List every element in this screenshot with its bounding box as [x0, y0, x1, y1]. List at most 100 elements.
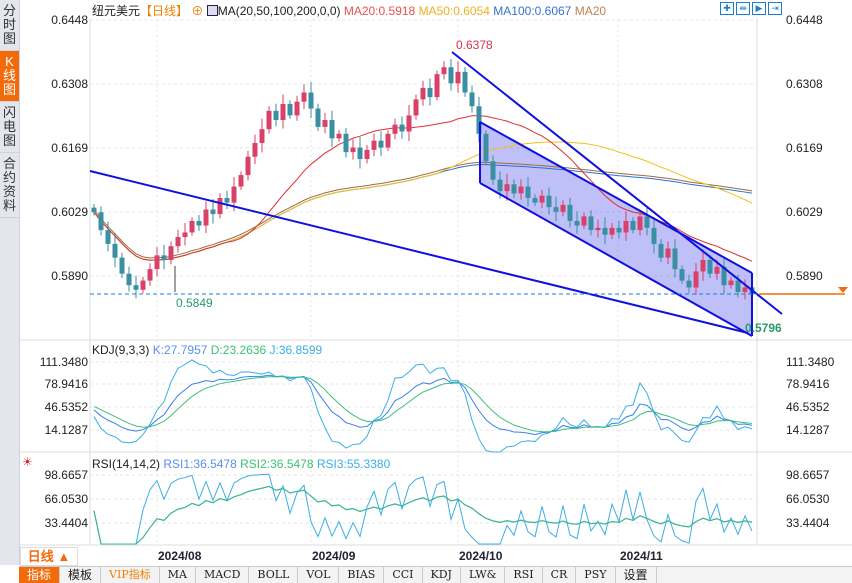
candle-body [385, 133, 391, 148]
tab-lwr[interactable]: LW& [461, 567, 506, 583]
ma-chart-icon[interactable] [206, 5, 218, 16]
crosshair-icon[interactable]: ✚ [720, 2, 734, 15]
candle-body [658, 243, 664, 258]
tab-cr[interactable]: CR [543, 567, 577, 583]
candle-body [679, 269, 685, 281]
tab-cci[interactable]: CCI [384, 567, 423, 583]
candle-body [651, 227, 657, 244]
candle-body [546, 195, 552, 208]
candle-body [133, 285, 139, 290]
date-label: 2024/09 [312, 549, 356, 563]
candle-body [189, 220, 195, 233]
left-price-tick: 0.5890 [51, 269, 88, 283]
candle-body [224, 198, 230, 203]
tab-psy[interactable]: PSY [576, 567, 616, 583]
candle-body [553, 207, 559, 212]
sidebar-item-kline[interactable]: K线图 [0, 51, 19, 102]
left-price-tick: 0.6448 [51, 13, 88, 27]
candle-body [476, 106, 482, 134]
candle-body [434, 74, 440, 98]
tab-ma[interactable]: MA [160, 567, 196, 583]
rsi-tick-right: 66.0530 [786, 492, 830, 506]
candle-body [357, 147, 363, 160]
candle-body [665, 248, 671, 258]
candle-body [588, 216, 594, 231]
ma200-value: MA20 [574, 4, 607, 18]
candle-body [735, 280, 741, 293]
indicator-toolbar: 指标 模板 VIP指标 MA MACD BOLL VOL BIAS CCI KD… [19, 566, 852, 583]
tab-vip-indicators[interactable]: VIP指标 [101, 567, 160, 583]
candle-body [329, 120, 335, 139]
rsi-header: RSI(14,14,2) RSI1:36.5478 RSI2:36.5478 R… [92, 457, 390, 471]
candle-body [567, 204, 573, 221]
left-price-tick: 0.6169 [51, 141, 88, 155]
period-selector[interactable]: 日线 ▲ [20, 547, 78, 566]
sidebar-item-flash[interactable]: 闪电图 [0, 102, 19, 153]
candle-body [560, 204, 566, 212]
candle-body [266, 110, 272, 130]
high-price-label: 0.6378 [456, 38, 493, 52]
tab-kdj[interactable]: KDJ [423, 567, 461, 583]
candle-body [574, 220, 580, 226]
indicator-settings-icon[interactable]: ☀ [22, 455, 33, 469]
candle-body [728, 280, 734, 286]
candle-body [693, 271, 699, 288]
tab-templates[interactable]: 模板 [60, 567, 102, 583]
candle-body [322, 120, 328, 127]
play-icon[interactable]: ▶ [752, 2, 766, 15]
ma100-value: MA100:0.6067 [493, 4, 572, 18]
candle-body [686, 280, 692, 288]
tab-settings[interactable]: 设置 [616, 567, 657, 583]
candle-body [252, 142, 258, 157]
candle-body [203, 209, 209, 226]
kdj-d-value: D:23.2636 [210, 343, 267, 357]
rsi-tick-right: 98.6657 [786, 468, 830, 482]
candle-body [518, 186, 524, 194]
candle-body [637, 216, 643, 231]
rsi1-value: RSI1:36.5478 [163, 457, 237, 471]
chart-canvas[interactable] [0, 0, 852, 566]
sidebar-item-contract-info[interactable]: 合约资料 [0, 153, 19, 218]
kdj-j-value: J:36.8599 [269, 343, 323, 357]
tab-bias[interactable]: BIAS [339, 567, 385, 583]
tab-vol[interactable]: VOL [298, 567, 340, 583]
candle-body [616, 227, 622, 233]
low-price-label-left: 0.5849 [176, 296, 213, 310]
candle-body [399, 124, 405, 132]
candle-body [301, 92, 307, 102]
low-price-label-right: 0.5796 [745, 321, 782, 335]
candle-body [721, 266, 727, 286]
tab-indicators[interactable]: 指标 [19, 567, 61, 583]
trendline [451, 51, 783, 315]
candle-body [644, 216, 650, 228]
right-price-tick: 0.6169 [786, 141, 823, 155]
candle-body [504, 184, 510, 192]
candle-body [364, 149, 370, 160]
candle-body [742, 287, 748, 293]
candle-body [294, 101, 300, 116]
kdj-tick: 14.1287 [44, 423, 88, 437]
tab-rsi[interactable]: RSI [505, 567, 543, 583]
candle-body [462, 71, 468, 93]
candle-body [532, 198, 538, 203]
sidebar-item-timeshare[interactable]: 分时图 [0, 0, 19, 51]
tab-macd[interactable]: MACD [196, 567, 250, 583]
candle-body [406, 115, 412, 132]
candle-body [378, 140, 384, 148]
candle-body [371, 140, 377, 150]
tab-boll[interactable]: BOLL [249, 567, 299, 583]
kdj-k-value: K:27.7957 [152, 343, 208, 357]
candle-body [175, 237, 181, 247]
candle-body [483, 133, 489, 162]
rsi-tick: 33.4404 [44, 516, 88, 530]
zoom-range-icon[interactable]: ⇹ [736, 2, 750, 15]
candle-body [196, 220, 202, 226]
candle-body [525, 186, 531, 199]
move-right-icon[interactable]: ⇥ [768, 2, 782, 15]
crosshair-add-icon[interactable]: ⊕ [191, 4, 204, 18]
candle-body [231, 186, 237, 203]
candle-body [161, 255, 167, 260]
left-price-tick: 0.6308 [51, 77, 88, 91]
candle-body [98, 212, 104, 231]
ma200-line [93, 161, 753, 259]
